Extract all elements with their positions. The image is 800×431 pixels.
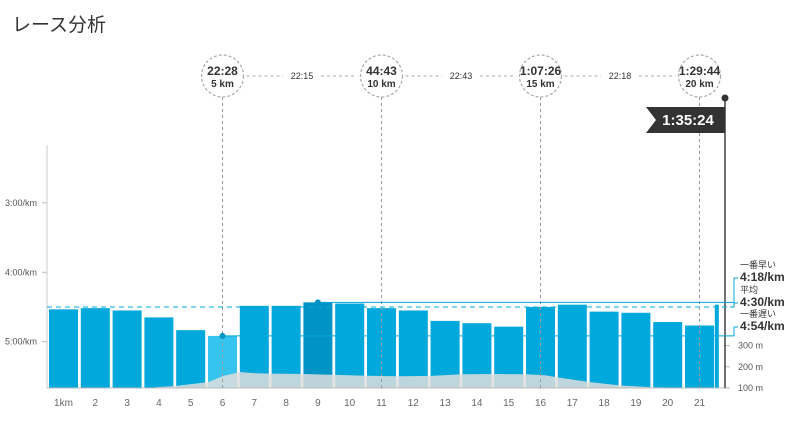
pace-bar bbox=[398, 310, 428, 388]
checkpoint-time: 1:07:26 bbox=[520, 64, 562, 78]
pace-bar bbox=[176, 330, 206, 388]
x-tick-label: 11 bbox=[376, 398, 387, 409]
pace-bar bbox=[112, 310, 142, 388]
elevation-tick-label: 100 m bbox=[738, 383, 763, 393]
finish-pole-top bbox=[721, 94, 729, 102]
fastest-pace-dot bbox=[314, 299, 321, 306]
pace-marker-label: 一番遅い bbox=[740, 308, 776, 319]
checkpoint-time: 1:29:44 bbox=[679, 64, 721, 78]
x-tick-label: 17 bbox=[567, 398, 579, 409]
split-time: 22:18 bbox=[609, 71, 632, 81]
x-tick-label: 19 bbox=[630, 398, 642, 409]
pace-bar bbox=[621, 312, 651, 388]
elevation-area bbox=[49, 372, 717, 389]
checkpoint-time: 44:43 bbox=[366, 64, 397, 78]
x-tick-label: 18 bbox=[599, 398, 611, 409]
y-tick-label: 4:00/km bbox=[5, 267, 37, 277]
checkpoint-time: 22:28 bbox=[207, 64, 238, 78]
split-time: 22:43 bbox=[450, 71, 473, 81]
pace-bar bbox=[653, 322, 683, 388]
x-tick-label: 21 bbox=[694, 398, 706, 409]
x-tick-label: 16 bbox=[535, 398, 547, 409]
x-tick-label: 4 bbox=[156, 398, 162, 409]
checkpoint-distance: 5 km bbox=[211, 79, 234, 90]
x-tick-label: 9 bbox=[315, 398, 321, 409]
x-tick-label: 20 bbox=[662, 398, 674, 409]
x-tick-label: 3 bbox=[124, 398, 130, 409]
x-tick-label: 2 bbox=[93, 398, 99, 409]
checkpoint-bubble bbox=[200, 54, 245, 98]
checkpoint-distance: 10 km bbox=[367, 79, 395, 90]
pace-bar bbox=[80, 308, 110, 388]
checkpoint-distance: 15 km bbox=[526, 79, 554, 90]
pace-bar bbox=[144, 317, 174, 388]
pace-bar bbox=[714, 304, 719, 388]
x-tick-label: 10 bbox=[344, 398, 356, 409]
pace-marker-label: 一番早い bbox=[740, 259, 776, 270]
pace-bar bbox=[589, 311, 619, 388]
checkpoint-bubble bbox=[359, 54, 404, 98]
pace-bar bbox=[557, 304, 587, 388]
x-tick-label: 1km bbox=[54, 398, 73, 409]
finish-time: 1:35:24 bbox=[662, 112, 714, 129]
x-tick-label: 5 bbox=[188, 398, 194, 409]
x-tick-label: 6 bbox=[220, 398, 226, 409]
pace-reference-connector bbox=[730, 326, 738, 337]
x-tick-label: 15 bbox=[503, 398, 515, 409]
x-tick-label: 8 bbox=[283, 398, 289, 409]
pace-bar bbox=[335, 303, 365, 388]
checkpoint-bubble bbox=[677, 54, 722, 98]
x-tick-label: 14 bbox=[471, 398, 483, 409]
pace-reference-connector bbox=[730, 277, 738, 303]
pace-marker-value: 4:54/km bbox=[740, 319, 785, 333]
x-tick-label: 13 bbox=[440, 398, 452, 409]
finish-flag bbox=[646, 107, 725, 133]
pace-marker-value: 4:30/km bbox=[740, 295, 785, 309]
page-title: レース分析 bbox=[12, 15, 107, 36]
split-time: 22:15 bbox=[291, 71, 314, 81]
pace-reference-connector bbox=[730, 302, 738, 308]
y-tick-label: 5:00/km bbox=[5, 337, 37, 347]
checkpoint-bubble bbox=[518, 54, 563, 98]
pace-marker-label: 平均 bbox=[740, 284, 758, 295]
elevation-tick-label: 300 m bbox=[738, 341, 763, 351]
checkpoint-distance: 20 km bbox=[685, 79, 713, 90]
y-tick-label: 3:00/km bbox=[5, 198, 37, 208]
x-tick-label: 7 bbox=[252, 398, 258, 409]
slowest-pace-dot bbox=[219, 332, 226, 339]
elevation-tick-label: 200 m bbox=[738, 362, 763, 372]
pace-marker-value: 4:18/km bbox=[740, 270, 785, 284]
pace-bar bbox=[49, 309, 78, 388]
x-tick-label: 12 bbox=[408, 398, 420, 409]
pace-bar bbox=[303, 302, 333, 388]
